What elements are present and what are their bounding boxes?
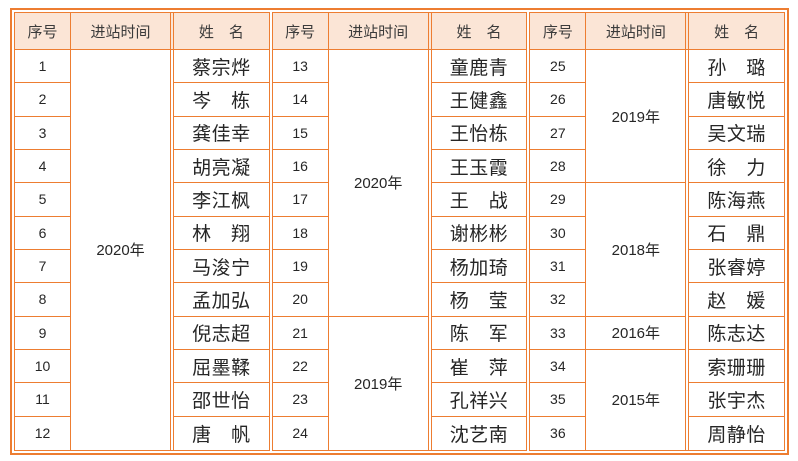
name-cell: 陈海燕 (688, 183, 785, 217)
seq-cell: 33 (530, 316, 587, 350)
seq-cell: 5 (15, 183, 71, 217)
name-cell: 崔 萍 (430, 349, 527, 384)
entry-time-cell: 2020年 (328, 50, 429, 317)
seq-cell: 2 (15, 83, 71, 117)
name-cell: 徐 力 (688, 149, 785, 184)
name-cell: 林 翔 (173, 216, 269, 250)
header-divider (686, 13, 689, 50)
seq-cell: 27 (530, 116, 587, 150)
seq-cell: 1 (15, 50, 71, 84)
seq-cell: 24 (273, 416, 329, 450)
seq-cell: 20 (272, 283, 329, 317)
name-cell: 孙 璐 (688, 50, 785, 84)
seq-cell: 35 (530, 383, 587, 417)
name-cell: 孔祥兴 (430, 383, 527, 417)
name-cell: 杨 莹 (430, 283, 527, 317)
name-cell: 吴文瑞 (688, 116, 785, 150)
entry-time-cell: 2019年 (586, 50, 687, 184)
name-cell: 蔡宗烨 (173, 50, 269, 84)
seq-cell: 13 (272, 50, 329, 84)
entry-time-cell: 2020年 (71, 50, 171, 450)
name-cell: 周静怡 (688, 416, 784, 450)
name-cell: 邵世怡 (173, 383, 269, 417)
entry-time-cell: 2019年 (329, 316, 429, 450)
seq-cell: 36 (530, 416, 587, 450)
name-cell: 沈艺南 (430, 416, 527, 450)
header-name: 姓 名 (173, 13, 269, 50)
seq-cell: 30 (530, 216, 587, 250)
seq-cell: 21 (272, 316, 329, 350)
name-cell: 岑 栋 (173, 83, 269, 117)
seq-cell: 9 (15, 316, 71, 350)
seq-cell: 23 (272, 383, 329, 417)
name-cell: 王玉霞 (430, 149, 527, 184)
table-column-group-2: 序号 进站时间姓 名 13 童鹿青 14 王健鑫 15 王怡栋 16 王玉霞 17 王 战 18 谢彬彬 1… (271, 12, 528, 451)
name-cell: 童鹿青 (430, 50, 527, 84)
name-cell: 王健鑫 (430, 83, 527, 117)
name-cell: 马浚宁 (173, 249, 269, 284)
name-cell: 石 鼎 (688, 216, 785, 250)
name-cell: 王 战 (430, 183, 527, 217)
name-cell: 李江枫 (173, 183, 269, 217)
seq-cell: 26 (530, 83, 587, 117)
name-cell: 谢彬彬 (430, 216, 527, 250)
header-name: 姓 名 (688, 13, 785, 50)
name-cell: 屈墨鞣 (173, 349, 269, 384)
header-divider (428, 13, 431, 50)
seq-cell: 22 (272, 349, 329, 384)
seq-cell: 6 (15, 216, 71, 250)
name-cell: 索珊珊 (688, 349, 785, 384)
header-seq: 序号 (272, 13, 329, 50)
header-entry-time: 进站时间 (328, 13, 429, 50)
name-cell: 唐敏悦 (688, 83, 785, 117)
name-cell: 杨加琦 (430, 249, 527, 284)
seq-cell: 10 (15, 349, 71, 384)
name-cell: 王怡栋 (430, 116, 527, 150)
seq-cell: 12 (15, 416, 71, 450)
name-cell: 龚佳幸 (173, 116, 269, 150)
name-cell: 陈志达 (688, 316, 785, 350)
seq-cell: 3 (15, 116, 71, 150)
name-cell: 张宇杰 (688, 383, 785, 417)
seq-cell: 17 (272, 183, 329, 217)
seq-cell: 25 (530, 50, 587, 84)
entry-time-cell: 2015年 (586, 349, 687, 450)
name-cell: 赵 媛 (688, 283, 785, 317)
name-cell: 倪志超 (173, 316, 269, 350)
station-entry-table: 序号 进站时间姓 名 1 蔡宗烨 2 岑 栋 3 龚佳幸 4 胡亮凝 5 李江枫 6 林 翔 7 马浚宁 8 孟加… (10, 8, 789, 455)
header-entry-time: 进站时间 (586, 13, 687, 50)
seq-cell: 31 (530, 249, 587, 284)
name-cell: 陈 军 (430, 316, 527, 350)
seq-cell: 7 (15, 249, 71, 284)
seq-cell: 4 (15, 149, 71, 184)
entry-time-cell: 2018年 (586, 183, 687, 317)
name-cell: 孟加弘 (173, 283, 269, 317)
header-seq: 序号 (15, 13, 71, 50)
seq-cell: 15 (272, 116, 329, 150)
name-cell: 唐 帆 (173, 416, 269, 450)
seq-cell: 32 (530, 283, 587, 317)
seq-cell: 19 (272, 249, 329, 284)
table-column-group-3: 序号 进站时间姓 名 25 孙 璐 26 唐敏悦 27 吴文瑞 28 徐 力 29 陈海燕 30 石 鼎 3… (529, 12, 786, 451)
header-seq: 序号 (530, 13, 587, 50)
header-name: 姓 名 (430, 13, 527, 50)
seq-cell: 28 (530, 149, 587, 184)
seq-cell: 16 (272, 149, 329, 184)
header-entry-time: 进站时间 (71, 13, 171, 50)
name-cell: 胡亮凝 (173, 149, 269, 184)
name-cell: 张睿婷 (688, 249, 785, 284)
header-divider (171, 13, 173, 50)
seq-cell: 14 (272, 83, 329, 117)
seq-cell: 11 (15, 383, 71, 417)
seq-cell: 18 (272, 216, 329, 250)
seq-cell: 34 (530, 349, 587, 384)
seq-cell: 8 (15, 283, 71, 317)
entry-time-cell: 2016年 (586, 316, 687, 350)
seq-cell: 29 (530, 183, 587, 217)
table-column-group-1: 序号 进站时间姓 名 1 蔡宗烨 2 岑 栋 3 龚佳幸 4 胡亮凝 5 李江枫 6 林 翔 7 马浚宁 8 孟加… (14, 12, 270, 451)
